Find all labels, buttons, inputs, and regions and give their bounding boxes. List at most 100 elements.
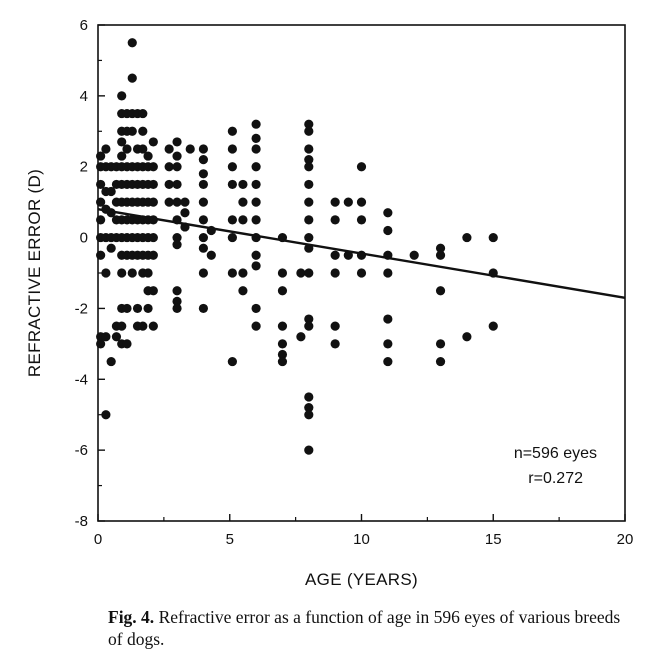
- data-point: [227, 232, 237, 243]
- data-point: [227, 179, 237, 190]
- data-point: [127, 73, 137, 83]
- x-tick-label: 15: [485, 531, 502, 548]
- data-point: [143, 268, 153, 278]
- data-point: [117, 321, 127, 331]
- y-tick-label: -2: [75, 300, 88, 317]
- data-point: [198, 197, 208, 207]
- data-point: [164, 162, 174, 172]
- data-point: [304, 119, 314, 129]
- data-point: [296, 332, 306, 342]
- data-point: [330, 321, 340, 331]
- data-point: [172, 303, 182, 314]
- data-point: [277, 321, 288, 331]
- data-point: [251, 250, 261, 260]
- annotation-n: n=596 eyes: [514, 445, 597, 462]
- data-point: [148, 286, 158, 296]
- data-point: [238, 215, 248, 225]
- data-point: [180, 208, 190, 218]
- data-point: [101, 268, 111, 278]
- data-point: [227, 162, 237, 172]
- data-point: [122, 144, 132, 154]
- data-point: [164, 179, 174, 190]
- caption-label: Fig. 4.: [108, 607, 155, 627]
- caption-text: Refractive error as a function of age in…: [108, 607, 621, 649]
- data-point: [251, 197, 261, 207]
- data-point: [227, 126, 237, 136]
- data-point: [127, 126, 137, 136]
- data-point: [122, 303, 132, 314]
- data-point: [198, 232, 208, 243]
- data-point: [238, 179, 248, 190]
- data-point: [304, 179, 314, 190]
- data-point: [143, 303, 153, 314]
- data-point: [106, 243, 116, 253]
- data-point: [96, 250, 106, 260]
- data-point: [227, 356, 237, 367]
- data-point: [148, 137, 158, 147]
- data-point: [198, 303, 208, 314]
- data-point: [343, 197, 353, 207]
- data-point: [122, 339, 132, 349]
- data-point: [172, 286, 182, 296]
- data-point: [148, 232, 158, 243]
- data-point: [304, 321, 314, 331]
- data-point: [251, 303, 261, 314]
- data-point: [277, 286, 288, 296]
- data-point: [127, 38, 137, 48]
- regression-line: [97, 208, 626, 299]
- data-point: [227, 268, 237, 278]
- data-point: [330, 339, 340, 349]
- data-point: [435, 243, 446, 253]
- data-point: [383, 356, 393, 367]
- data-point: [488, 232, 498, 243]
- data-point: [304, 232, 314, 243]
- data-point: [304, 410, 314, 420]
- data-point: [277, 349, 288, 360]
- y-tick-label: 6: [80, 17, 88, 34]
- data-point: [251, 133, 261, 143]
- data-point: [488, 321, 498, 331]
- y-tick-label: -4: [75, 371, 88, 388]
- data-point: [251, 179, 261, 190]
- data-point: [117, 91, 127, 101]
- data-point: [330, 268, 340, 278]
- data-point: [238, 268, 248, 278]
- data-point: [304, 197, 314, 207]
- data-point: [138, 126, 148, 136]
- y-tick-label: -6: [75, 442, 88, 459]
- data-point: [106, 356, 116, 367]
- data-point: [277, 356, 288, 367]
- data-point: [356, 215, 367, 225]
- data-point: [172, 162, 182, 172]
- y-tick-label: 2: [80, 159, 88, 176]
- data-point: [304, 268, 314, 278]
- data-point: [356, 268, 367, 278]
- data-point: [172, 240, 182, 250]
- data-point: [172, 137, 182, 147]
- data-point: [198, 179, 208, 190]
- data-point: [198, 144, 208, 154]
- data-point: [304, 314, 314, 324]
- data-point: [383, 314, 393, 324]
- data-point: [111, 332, 122, 342]
- scatter-chart: -8 -6 -4 -2 0 2 4 6 0 5 10 15 20 AGE (YEARS) REFRACTIV…: [25, 17, 633, 589]
- data-point: [304, 215, 314, 225]
- data-point: [296, 268, 306, 278]
- data-point: [227, 144, 237, 154]
- data-point: [251, 119, 261, 129]
- data-point: [304, 126, 314, 136]
- data-point: [143, 151, 153, 161]
- y-tick-label: 4: [80, 88, 88, 105]
- data-point: [132, 303, 143, 314]
- data-point: [148, 179, 158, 190]
- data-point: [117, 151, 127, 161]
- data-point: [383, 208, 393, 218]
- data-point: [462, 332, 472, 342]
- data-point: [227, 215, 237, 225]
- figure-caption: Fig. 4. Refractive error as a function o…: [108, 606, 638, 650]
- data-point: [148, 197, 158, 207]
- data-point: [164, 197, 174, 207]
- data-point: [164, 144, 174, 154]
- data-point: [330, 250, 340, 260]
